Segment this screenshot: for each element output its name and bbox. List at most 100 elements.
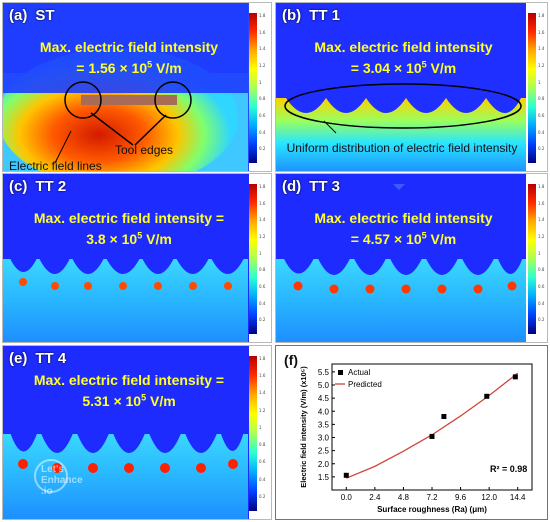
colorbar-tick: 1 <box>538 250 541 256</box>
colorbar <box>249 356 257 511</box>
colorbar <box>249 13 257 163</box>
y-tick-label: 2.5 <box>318 447 330 456</box>
panel-c-tt2: (c) TT 2 Max. electric field intensity = … <box>2 173 272 343</box>
colorbar-tick: 0.4 <box>259 300 266 306</box>
panel-f-chart: (f) 0.0 2.4 4.8 7.2 9.6 12.0 14.4 1.5 2.0 2.5 3.0 3… <box>275 345 548 520</box>
colorbar-tick: 1.2 <box>259 62 266 68</box>
colorbar-tick: 1.6 <box>259 373 266 379</box>
y-axis-label: Electric field intensity (V/m) (x10⁵) <box>299 366 308 488</box>
colorbar-tick: 0.6 <box>259 459 266 465</box>
colorbar-tick: 0.8 <box>538 96 545 102</box>
panel-label: (d) TT 3 <box>282 178 340 195</box>
actual-point <box>429 433 435 439</box>
colorbar-tick: 1.2 <box>259 407 266 413</box>
roughness-vs-field-chart: 0.0 2.4 4.8 7.2 9.6 12.0 14.4 1.5 2.0 2.5 3.0 3.5 4.… <box>299 363 533 514</box>
colorbar-ticks: 1.8 1.6 1.4 1.2 1 0.8 0.6 0.4 0.2 <box>538 184 544 334</box>
y-tick-label: 2.0 <box>318 460 330 469</box>
y-tick-label: 4.0 <box>318 407 330 416</box>
colorbar <box>249 184 257 334</box>
field-plot-st <box>3 3 271 171</box>
colorbar-tick: 1 <box>259 250 262 256</box>
colorbar-tick: 0.6 <box>259 283 266 289</box>
colorbar-tick: 1.6 <box>259 29 266 35</box>
panel-label: (c) TT 2 <box>9 178 67 195</box>
uniform-distribution-label: Uniform distribution of electric field i… <box>286 141 518 155</box>
colorbar <box>528 184 536 334</box>
colorbar-tick: 1.8 <box>259 13 266 18</box>
colorbar-tick: 1.2 <box>259 233 266 239</box>
colorbar-tick: 0.4 <box>538 129 545 135</box>
colorbar-tick: 0.4 <box>259 129 266 135</box>
x-axis-label: Surface roughness (Ra) (μm) <box>377 505 487 514</box>
panel-b-tt1: (b) TT 1 Max. electric field intensity = … <box>275 2 548 172</box>
colorbar-ticks: 1.8 1.6 1.4 1.2 1 0.8 0.6 0.4 0.2 <box>259 13 265 163</box>
colorbar-tick: 0.6 <box>259 112 266 118</box>
colorbar-tick: 1.2 <box>538 62 545 68</box>
colorbar-tick: 1.2 <box>538 233 545 239</box>
x-tick-label: 7.2 <box>426 493 438 502</box>
panel-label: (a) ST <box>9 7 55 24</box>
colorbar-tick: 0.2 <box>538 317 545 323</box>
colorbar-tick: 1.4 <box>538 217 545 223</box>
colorbar-tick: 0.6 <box>538 112 545 118</box>
legend-actual-label: Actual <box>348 368 370 377</box>
colorbar-tick: 1 <box>259 79 262 85</box>
electric-field-lines-label: Electric field lines <box>9 159 102 172</box>
max-field-annotation: Max. electric field intensity = 3.04 × 1… <box>314 39 493 76</box>
colorbar-tick: 0.8 <box>259 442 266 448</box>
colorbar-tick: 0.8 <box>259 267 266 273</box>
colorbar-tick: 1.6 <box>259 200 266 206</box>
colorbar-tick: 0.4 <box>259 476 266 482</box>
colorbar-tick: 1.6 <box>538 29 545 35</box>
colorbar-tick: 1.8 <box>259 184 266 189</box>
actual-point <box>441 414 447 419</box>
x-tick-label: 2.4 <box>369 493 381 502</box>
colorbar-ticks: 1.8 1.6 1.4 1.2 1 0.8 0.6 0.4 0.2 <box>259 356 265 511</box>
colorbar-ticks: 1.8 1.6 1.4 1.2 1 0.8 0.6 0.4 0.2 <box>538 13 544 163</box>
colorbar-tick: 1.8 <box>538 184 545 189</box>
x-tick-label: 12.0 <box>481 493 497 502</box>
y-tick-label: 5.0 <box>318 381 330 390</box>
x-tick-label: 4.8 <box>398 493 410 502</box>
x-tick-label: 9.6 <box>455 493 467 502</box>
field-plot-tt4 <box>3 346 271 519</box>
colorbar-tick: 1 <box>538 79 541 85</box>
legend-actual-marker <box>338 370 343 375</box>
colorbar-tick: 0.8 <box>259 96 266 102</box>
colorbar-tick: 0.4 <box>538 300 545 306</box>
colorbar-tick: 0.8 <box>538 267 545 273</box>
actual-point <box>512 374 518 380</box>
colorbar-tick: 0.2 <box>538 146 545 152</box>
watermark: Let's Enhance .io <box>41 464 83 497</box>
actual-point <box>343 472 349 478</box>
y-tick-label: 4.5 <box>318 394 330 403</box>
panel-d-tt3: (d) TT 3 Max. electric field intensity = … <box>275 173 548 343</box>
y-tick-label: 5.5 <box>318 368 330 377</box>
colorbar-tick: 1.8 <box>538 13 545 18</box>
panel-e-tt4: (e) TT 4 Max. electric field intensity = … <box>2 345 272 520</box>
colorbar-tick: 1.6 <box>538 200 545 206</box>
colorbar-tick: 1.8 <box>259 356 266 361</box>
colorbar-ticks: 1.8 1.6 1.4 1.2 1 0.8 0.6 0.4 0.2 <box>259 184 265 334</box>
max-field-annotation: Max. electric field intensity = 5.31 × 1… <box>33 372 225 409</box>
field-plot-tt2 <box>3 174 271 342</box>
y-tick-label: 3.0 <box>318 434 330 443</box>
colorbar-tick: 1 <box>259 424 262 430</box>
panel-label: (e) TT 4 <box>9 350 67 367</box>
panel-label: (b) TT 1 <box>282 7 340 24</box>
colorbar-tick: 1.4 <box>538 46 545 52</box>
colorbar-tick: 1.4 <box>259 390 266 396</box>
x-tick-label: 14.4 <box>510 493 526 502</box>
colorbar-tick: 0.2 <box>259 317 266 323</box>
max-field-annotation: Max. electric field intensity = 4.57 × 1… <box>314 210 493 247</box>
colorbar <box>528 13 536 163</box>
max-field-annotation: Max. electric field intensity = 1.56 × 1… <box>39 39 219 76</box>
colorbar-tick: 1.4 <box>259 217 266 223</box>
y-tick-label: 1.5 <box>318 473 330 482</box>
r-squared-annotation: R² = 0.98 <box>490 464 527 474</box>
x-tick-label: 0.0 <box>341 493 353 502</box>
tool-edges-label: Tool edges <box>115 143 174 157</box>
legend-predicted-label: Predicted <box>348 380 382 389</box>
colorbar-tick: 0.2 <box>259 146 266 152</box>
colorbar-tick: 1.4 <box>259 46 266 52</box>
